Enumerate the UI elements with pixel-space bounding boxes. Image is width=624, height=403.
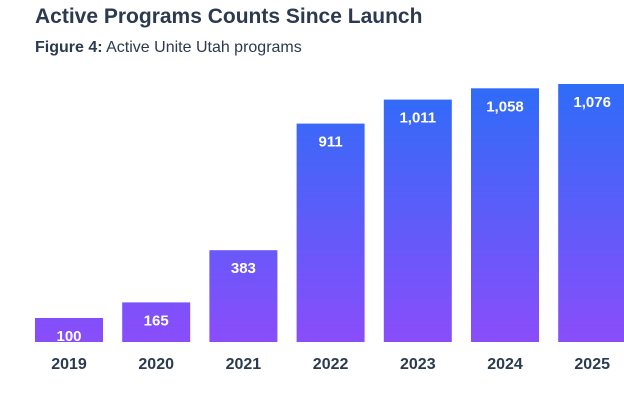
chart-subtitle: Figure 4: Active Unite Utah programs: [35, 39, 302, 57]
bar-value-label-2020: 165: [144, 312, 169, 329]
bar-2022: [296, 123, 365, 342]
x-tick-2024: 2024: [487, 356, 523, 373]
bar-2023: [383, 99, 452, 342]
bar-value-label-2023: 1,011: [399, 110, 436, 127]
bar-value-label-2025: 1,076: [573, 94, 611, 111]
bars-group: [35, 84, 624, 342]
x-tick-2020: 2020: [138, 356, 174, 373]
x-tick-2025: 2025: [574, 356, 610, 373]
bar-2019: [35, 318, 103, 342]
bar-2025: [558, 84, 624, 342]
figure-caption: Active Unite Utah programs: [106, 39, 302, 56]
bar-value-label-2024: 1,058: [486, 98, 524, 115]
bar-labels-group: 100 165 383 911 1,011 1,058 1,076: [56, 94, 610, 345]
x-tick-2023: 2023: [400, 356, 436, 373]
chart-title: Active Programs Counts Since Launch: [35, 5, 423, 28]
x-tick-2019: 2019: [51, 356, 87, 373]
bar-value-label-2019: 100: [56, 328, 81, 345]
bar-2020: [122, 302, 191, 342]
bar-value-label-2021: 383: [231, 260, 256, 277]
bar-2024: [471, 88, 539, 342]
x-tick-2022: 2022: [313, 356, 349, 373]
figure-label: Figure 4:: [35, 39, 103, 56]
x-tick-2021: 2021: [226, 356, 262, 373]
bar-2021: [209, 250, 278, 342]
bar-value-label-2022: 911: [318, 134, 342, 151]
x-axis-ticks: 2019 2020 2021 2022 2023 2024 2025: [51, 356, 610, 373]
